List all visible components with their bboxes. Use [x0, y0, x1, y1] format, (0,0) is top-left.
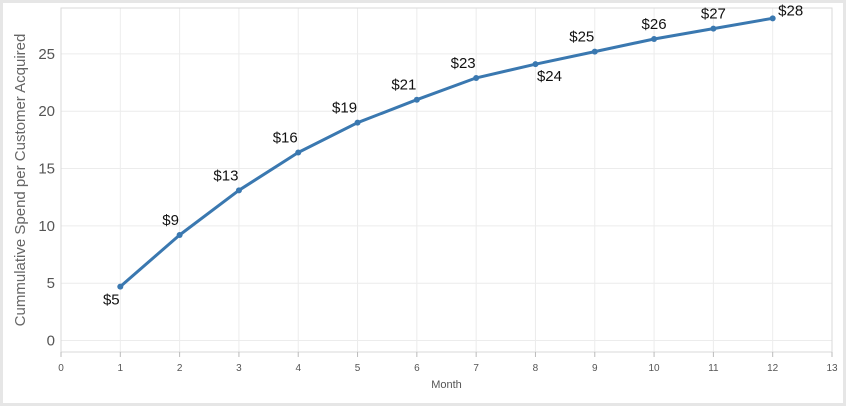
data-point: [769, 15, 776, 22]
x-tick-label: 5: [355, 363, 361, 374]
x-tick-label: 3: [236, 363, 242, 374]
y-tick-label: 10: [38, 218, 55, 235]
data-points: [117, 15, 776, 290]
data-point: [235, 187, 242, 194]
x-tick-label: 10: [649, 363, 661, 374]
data-point: [710, 25, 717, 32]
x-tick-label: 12: [767, 363, 779, 374]
data-label: $23: [451, 55, 476, 72]
data-label: $25: [569, 29, 594, 46]
x-tick-label: 6: [414, 363, 420, 374]
y-axis: 0 5 10 15 20 25: [38, 46, 55, 350]
data-point: [413, 96, 420, 103]
x-tick-label: 13: [826, 363, 838, 374]
data-point: [354, 119, 361, 126]
data-point: [117, 283, 124, 290]
data-point: [295, 149, 302, 156]
x-tick-label: 9: [592, 363, 598, 374]
y-tick-label: 25: [38, 46, 55, 63]
y-tick-label: 20: [38, 103, 55, 120]
data-point: [651, 35, 658, 42]
x-tick-label: 2: [177, 363, 183, 374]
data-label: $9: [162, 212, 179, 229]
data-label: $19: [332, 100, 357, 117]
data-point: [176, 232, 183, 239]
x-tick-label: 7: [473, 363, 479, 374]
data-point: [473, 74, 480, 81]
y-axis-label: Cummulative Spend per Customer Acquired: [12, 34, 29, 327]
series-line: [118, 16, 775, 289]
data-point: [591, 48, 598, 55]
x-axis-label: Month: [431, 379, 462, 391]
data-label: $21: [391, 77, 416, 94]
y-tick-label: 0: [47, 333, 55, 350]
data-label: $16: [273, 129, 298, 146]
data-label: $13: [213, 167, 238, 184]
chart-panel: 0 5 10 15 20 25 0 1 2 3 4 5 6 7 8 9 10 11 12 13 Cummulativ…: [3, 3, 843, 403]
x-tick-label: 8: [533, 363, 539, 374]
x-tick-label: 1: [118, 363, 124, 374]
data-label: $27: [701, 6, 726, 23]
y-tick-label: 5: [47, 275, 55, 292]
data-labels: $5 $9 $13 $16 $19 $21 $23 $24 $25 $26 $27 $28: [103, 3, 803, 309]
y-tick-label: 15: [38, 161, 55, 178]
data-label: $5: [103, 292, 120, 309]
x-tick-label: 0: [58, 363, 64, 374]
x-tick-label: 11: [708, 363, 719, 374]
data-label: $28: [778, 3, 803, 19]
x-axis: 0 1 2 3 4 5 6 7 8 9 10 11 12 13: [58, 352, 838, 374]
data-label: $24: [537, 68, 562, 85]
data-point: [532, 61, 539, 68]
plot-area: [60, 7, 833, 353]
data-label: $26: [642, 16, 667, 33]
x-tick-label: 4: [295, 363, 301, 374]
grid: [60, 8, 833, 352]
